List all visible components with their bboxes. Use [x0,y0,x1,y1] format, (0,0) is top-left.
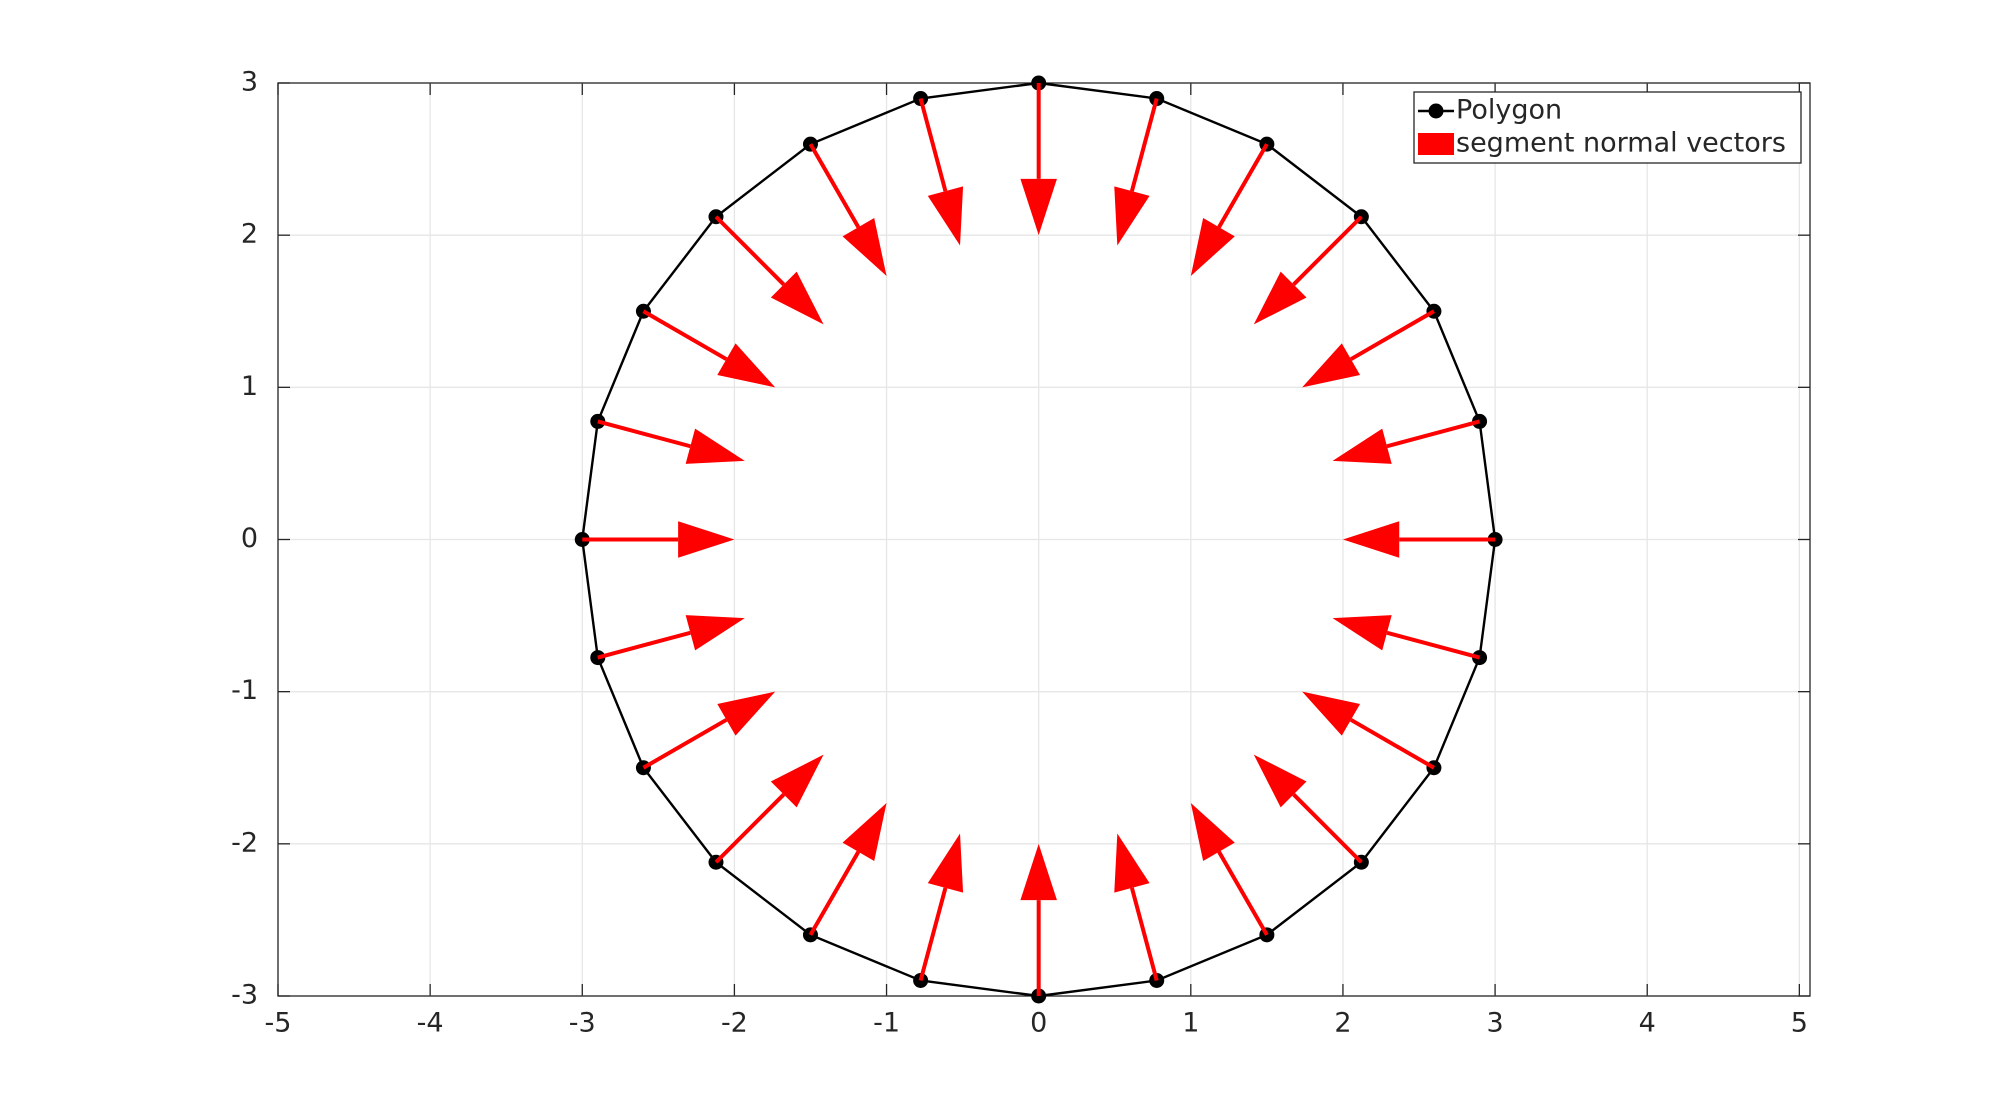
normal-arrow [808,803,887,936]
normal-arrow [1253,215,1363,325]
normal-arrow [1332,419,1481,464]
arrow-head [717,691,776,736]
x-tick-label: -5 [265,1008,292,1039]
legend-marker [1428,103,1444,119]
arrow-shaft [918,887,948,981]
normal-arrow [714,215,824,325]
arrow-head [927,186,964,246]
arrow-head [1253,271,1307,325]
normal-arrow [1114,98,1159,246]
arrow-head [685,615,745,651]
normal-arrow [1020,843,1057,996]
arrow-shaft [1349,309,1435,361]
normal-arrow [918,98,964,246]
arrow-shaft [1292,215,1363,286]
arrow-head [770,754,824,808]
arrow-head [1332,428,1392,464]
x-tick-label: -4 [417,1008,444,1039]
y-tick-label: 1 [241,371,258,402]
x-tick-label: -3 [569,1008,596,1039]
arrow-head [1302,691,1361,736]
arrow-head [842,803,887,861]
arrow-head [1114,833,1150,893]
y-tick-label: -2 [231,827,258,858]
x-tick-label: 4 [1639,1008,1656,1039]
arrow-head [1114,186,1150,246]
arrow-head [678,521,735,558]
arrow-head [1020,843,1057,901]
arrow-shaft [1349,718,1435,770]
arrow-shaft [1129,887,1159,981]
normal-arrow [597,615,745,660]
arrow-shaft [1217,850,1269,936]
arrow-head [1020,178,1057,236]
normal-arrow [1302,309,1435,388]
normal-arrow [597,419,745,464]
arrow-head [1302,343,1361,388]
arrow-shaft [1217,143,1269,229]
arrow-head [685,428,745,464]
normal-arrow [1302,691,1435,770]
normal-arrow [582,521,735,558]
normal-arrow [918,833,964,981]
arrow-shaft [1386,419,1481,449]
arrow-shaft [642,718,728,770]
legend-label: segment normal vectors [1456,128,1786,159]
arrow-shaft [1129,98,1159,192]
y-tick-label: 0 [241,523,258,554]
x-tick-label: 0 [1030,1008,1047,1039]
arrow-shaft [714,215,786,286]
x-tick-label: 1 [1182,1008,1199,1039]
arrow-shaft [642,309,728,361]
y-tick-label: 2 [241,219,258,250]
arrow-head [1342,521,1400,558]
arrow-shaft [597,419,691,449]
y-tick-label: -1 [231,675,258,706]
y-tick-label: -3 [231,980,258,1011]
arrow-head [717,343,776,388]
normal-arrow [642,691,776,770]
arrow-head [927,833,964,893]
arrow-shaft [597,630,691,660]
normal-arrow [1020,83,1057,236]
legend-swatch [1418,133,1454,155]
arrow-shaft [808,850,861,936]
arrow-shaft [1386,630,1481,660]
normal-arrow [642,309,776,388]
arrow-head [1190,803,1235,861]
normal-arrow [808,143,887,276]
arrow-head [770,271,824,325]
arrow-shaft [918,98,948,192]
normal-arrow [1342,521,1496,558]
legend-label: Polygon [1456,95,1562,126]
arrow-head [842,218,887,276]
x-tick-label: -2 [721,1008,748,1039]
normal-arrow [714,754,824,864]
x-tick-label: -1 [873,1008,900,1039]
arrow-head [1253,754,1307,808]
normal-arrow [1253,754,1363,864]
y-tick-label: 3 [241,67,258,98]
arrow-head [1332,615,1392,651]
arrow-shaft [1292,793,1363,864]
normal-arrow [1114,833,1159,981]
normal-arrow [1190,803,1269,936]
x-tick-label: 2 [1334,1008,1351,1039]
arrow-shaft [808,143,861,229]
normal-arrow [1332,615,1481,660]
legend-box [1413,91,1802,164]
x-tick-label: 5 [1791,1008,1808,1039]
x-tick-label: 3 [1486,1008,1503,1039]
arrow-shaft [714,793,786,864]
normal-arrow [1190,143,1269,276]
arrow-head [1190,218,1235,276]
